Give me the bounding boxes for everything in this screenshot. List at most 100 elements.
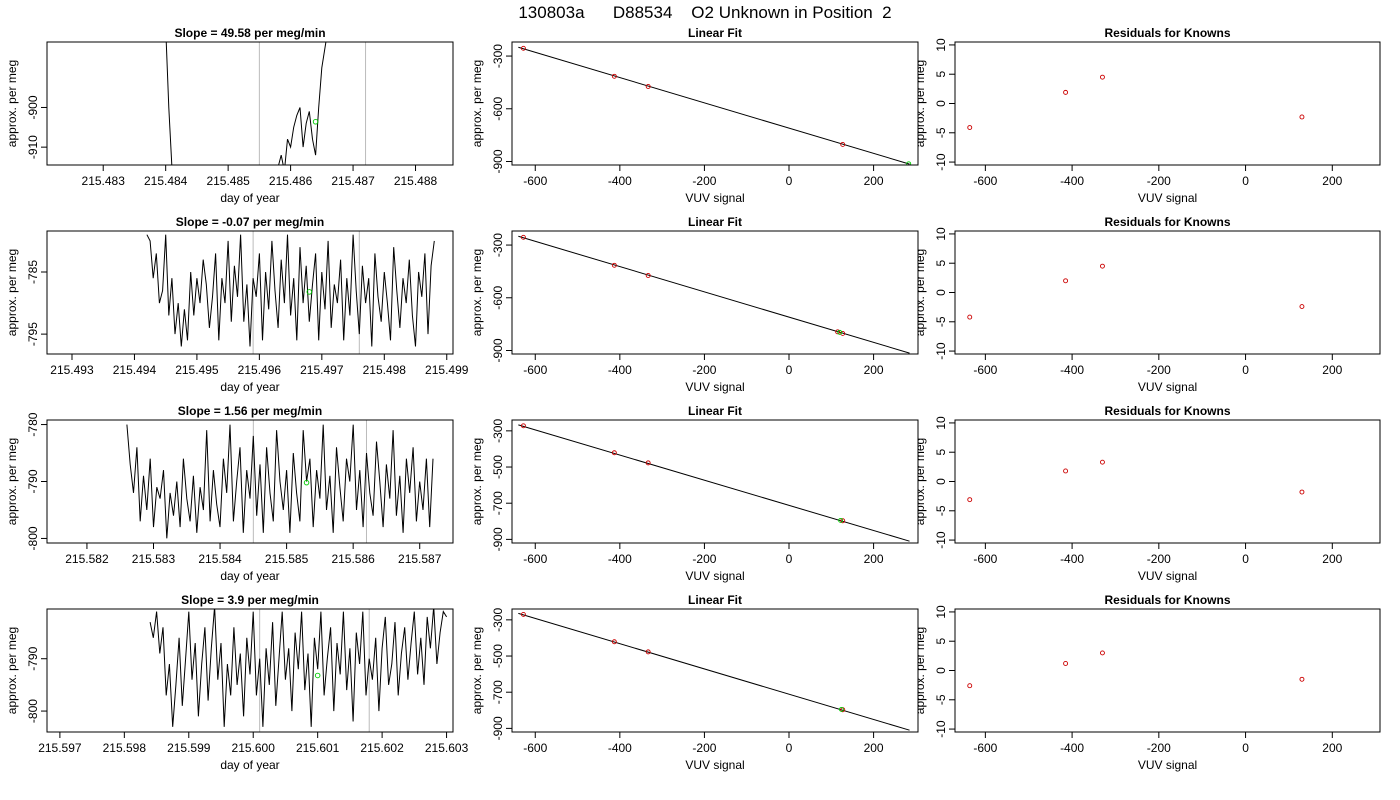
r0-fit-known-point [645,84,651,89]
r1-fit-ytick-label: -300 [491,233,505,257]
r2-timeseries-xtick-label: 215.583 [132,552,176,566]
r0-residuals-xtick-label: -200 [1147,174,1171,188]
r2-fit-known-point [520,423,526,429]
r3-fit-xlabel: VUV signal [685,758,744,772]
r3-residuals-panel: Residuals for Knowns -600 -400 -200 0 200 10 5 0… [913,593,1381,772]
r0-fit-fit-line [518,46,910,165]
r2-fit-title: Linear Fit [688,404,742,418]
r2-timeseries-ytick-label: -800 [26,526,40,550]
r3-residuals-residual-point [1099,650,1105,656]
r3-fit-known-point [520,611,526,617]
r3-fit-ytick-label: -300 [491,608,505,632]
r2-residuals-ytick-label: 0 [934,478,948,485]
r1-residuals-residual-point [1299,304,1305,310]
r2-fit-xtick-label: 200 [864,552,884,566]
r1-fit-fit-line [518,235,910,354]
r1-timeseries-title: Slope = -0.07 per meg/min [176,215,324,229]
r2-timeseries-xtick-label: 215.585 [265,552,309,566]
r0-timeseries-frame [46,41,454,166]
r3-residuals-ytick-label: 5 [934,638,948,645]
r2-fit-fit-line [518,424,910,542]
r2-timeseries-frame [46,419,454,544]
r3-fit-title: Linear Fit [688,593,742,607]
r3-residuals-ytick-label: -5 [934,694,948,705]
r3-residuals-xtick-label: 0 [1242,741,1249,755]
r3-residuals-residual-point [967,683,973,689]
r2-timeseries-xtick-label: 215.587 [398,552,442,566]
r1-residuals-xtick-label: -200 [1147,363,1171,377]
r2-residuals-ylabel: approx. per meg [913,438,927,525]
r2-fit-unknown-point [838,517,844,523]
r1-timeseries-ylabel: approx. per meg [5,249,19,336]
r0-fit-xtick-label: 0 [786,174,793,188]
r1-fit-plot-area [518,234,910,354]
r2-timeseries-ytick-label: -790 [26,469,40,493]
r3-residuals-xtick-label: -400 [1060,741,1084,755]
r0-fit-ytick-label: -600 [491,96,505,120]
r3-timeseries-title: Slope = 3.9 per meg/min [181,593,319,607]
r2-residuals-xlabel: VUV signal [1138,569,1197,583]
r2-fit-plot-area [518,423,910,542]
r0-residuals-residual-point [1299,114,1305,120]
r1-fit-xtick-label: -400 [608,363,632,377]
r3-timeseries-plot-area [149,609,448,732]
r2-timeseries-unknown-point [303,479,310,486]
r2-fit-ylabel: approx. per meg [470,438,484,525]
r2-fit-known-point [645,460,651,466]
r2-residuals-frame [954,419,1381,544]
r1-fit-xtick-label: 0 [786,363,793,377]
r1-residuals-residual-point [1099,263,1105,269]
r3-timeseries-ytick-label: -800 [26,699,40,723]
r1-timeseries-xtick-label: 215.496 [238,363,282,377]
r1-residuals-ytick-label: 10 [934,227,948,241]
r0-residuals-xtick-label: 200 [1322,174,1342,188]
r1-fit-known-point [611,262,617,268]
r1-timeseries-xtick-label: 215.497 [300,363,344,377]
r2-residuals-ytick-label: 10 [934,416,948,430]
r3-fit-known-point [645,649,651,655]
r0-timeseries-xtick-label: 215.485 [206,174,250,188]
r2-residuals-residual-point [1099,459,1105,465]
r1-timeseries-xtick-label: 215.498 [363,363,407,377]
r2-residuals-xtick-label: -600 [973,552,997,566]
r1-residuals-plot-area [967,263,1305,320]
r2-residuals-xtick-label: 200 [1322,552,1342,566]
r2-fit-ytick-label: -900 [491,527,505,551]
r2-fit-known-point [840,518,846,524]
r3-timeseries-xtick-label: 215.599 [167,741,211,755]
r3-fit-xtick-label: -200 [692,741,716,755]
r3-residuals-ytick-label: -10 [934,720,948,738]
r2-residuals-residual-point [1063,468,1069,474]
r0-timeseries-xtick-label: 215.483 [82,174,126,188]
r3-fit-ytick-label: -700 [491,680,505,704]
r2-timeseries-xlabel: day of year [220,569,279,583]
r1-residuals-xlabel: VUV signal [1138,380,1197,394]
r2-fit-frame [511,419,919,544]
r2-timeseries-xtick-label: 215.584 [198,552,242,566]
r1-residuals-ytick-label: -10 [934,342,948,360]
r0-fit-xtick-label: 200 [864,174,884,188]
r2-residuals-title: Residuals for Knowns [1104,404,1230,418]
r1-timeseries-unknown-point [306,289,313,295]
r3-timeseries-ylabel: approx. per meg [5,627,19,714]
r1-fit-xtick-label: -200 [692,363,716,377]
r3-residuals-ytick-label: 10 [934,605,948,619]
r3-timeseries-xtick-label: 215.602 [360,741,404,755]
r2-fit-panel: Linear Fit -600 -400 -200 0 200 -300 -500 -700 -9… [470,404,919,583]
r2-fit-ytick-label: -300 [491,419,505,443]
r0-timeseries-ytick-label: -900 [26,95,40,119]
r2-timeseries-title: Slope = 1.56 per meg/min [178,404,322,418]
r0-fit-panel: Linear Fit -600 -400 -200 0 200 -300 -600 -900 VU… [470,26,919,205]
r2-timeseries-xtick-label: 215.586 [331,552,375,566]
r3-timeseries-xlabel: day of year [220,758,279,772]
r0-residuals-title: Residuals for Knowns [1104,26,1230,40]
r3-residuals-xlabel: VUV signal [1138,758,1197,772]
r2-residuals-xtick-label: -400 [1060,552,1084,566]
r0-fit-xtick-label: -600 [523,174,547,188]
r3-timeseries-xtick-label: 215.601 [296,741,340,755]
r2-residuals-ytick-label: -10 [934,531,948,549]
r1-residuals-xtick-label: -600 [973,363,997,377]
r1-timeseries-ytick-label: -785 [26,260,40,284]
r2-residuals-residual-point [967,497,973,503]
